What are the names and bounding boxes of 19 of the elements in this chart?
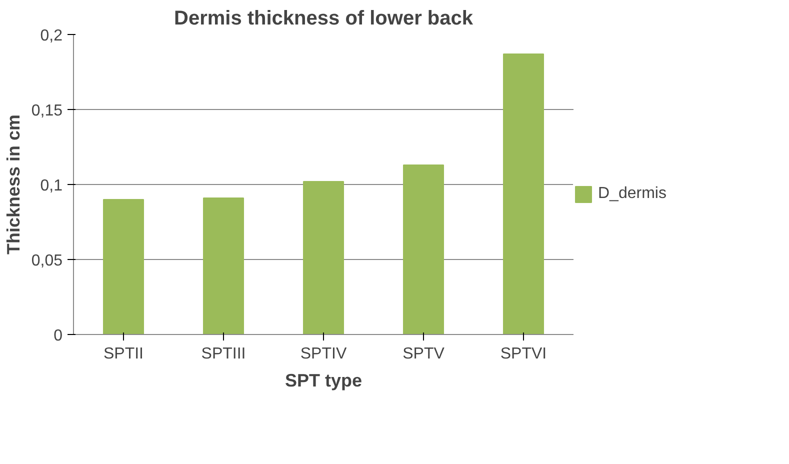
legend-label: D_dermis: [598, 185, 666, 203]
y-tick-label: 0,05: [31, 252, 63, 270]
x-axis-title: SPT type: [284, 370, 362, 390]
bar: [103, 199, 144, 334]
y-tick-label: 0: [54, 328, 63, 344]
bar: [203, 198, 244, 334]
y-tick-label: 0,2: [40, 28, 63, 44]
bar: [503, 54, 544, 334]
x-tick-label: SPTIII: [201, 346, 246, 362]
bar: [303, 181, 344, 334]
x-tick-label: SPTII: [103, 346, 144, 362]
chart-title: Dermis thickness of lower back: [174, 8, 474, 30]
x-tick-label: SPTV: [402, 346, 445, 362]
y-axis-title: Thickness in cm: [3, 114, 24, 255]
x-tick-label: SPTVI: [500, 346, 547, 362]
y-tick-label: 0,15: [31, 102, 63, 120]
bar: [403, 164, 444, 334]
x-tick-label: SPTIV: [300, 346, 347, 362]
y-tick-label: 0,1: [40, 178, 63, 194]
